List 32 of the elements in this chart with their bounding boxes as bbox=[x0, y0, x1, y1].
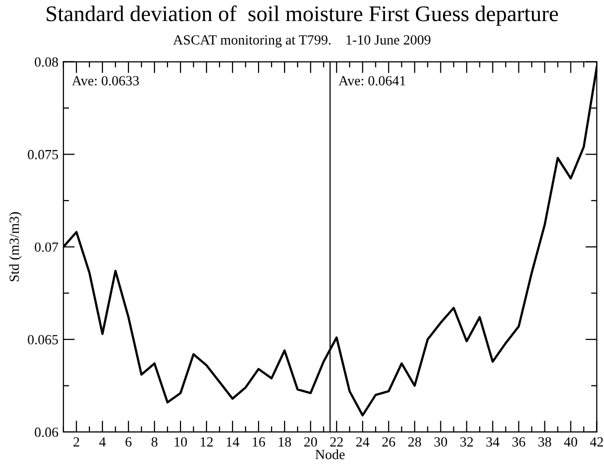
x-tick-label: 30 bbox=[434, 437, 448, 447]
x-tick-label: 6 bbox=[126, 437, 132, 447]
annotation: Ave: 0.0641 bbox=[338, 76, 406, 86]
x-axis-title: Node bbox=[315, 449, 345, 460]
y-tick-label: 0.075 bbox=[28, 150, 58, 160]
x-tick-label: 4 bbox=[99, 437, 106, 446]
x-tick-label: 2 bbox=[74, 437, 80, 446]
x-tick-label: 34 bbox=[486, 437, 500, 447]
x-tick-label: 12 bbox=[200, 437, 213, 446]
x-tick-label: 10 bbox=[174, 437, 187, 447]
chart-title: Standard deviation of soil moisture First Guess departure bbox=[46, 5, 558, 26]
x-tick-label: 8 bbox=[152, 437, 158, 447]
y-tick-label: 0.065 bbox=[28, 335, 58, 344]
y-tick-label: 0.07 bbox=[34, 242, 58, 252]
x-tick-label: 42 bbox=[590, 437, 603, 446]
y-tick-label: 0.08 bbox=[34, 57, 58, 67]
x-tick-label: 22 bbox=[330, 437, 343, 446]
x-tick-label: 32 bbox=[460, 437, 473, 447]
x-tick-label: 40 bbox=[564, 437, 578, 447]
annotation: Ave: 0.0633 bbox=[72, 76, 139, 86]
y-tick-label: 0.06 bbox=[34, 428, 58, 437]
x-tick-label: 20 bbox=[304, 437, 317, 447]
x-tick-label: 18 bbox=[278, 437, 291, 447]
chart-subtitle: ASCAT monitoring at T799. 1-10 June 2009 bbox=[173, 35, 430, 48]
y-axis-title: Std (m3/m3) bbox=[9, 212, 22, 282]
x-tick-label: 24 bbox=[356, 437, 370, 446]
x-tick-label: 14 bbox=[226, 437, 240, 446]
x-tick-label: 36 bbox=[512, 437, 526, 447]
x-tick-label: 26 bbox=[382, 437, 396, 447]
x-tick-label: 16 bbox=[252, 437, 266, 447]
x-tick-label: 38 bbox=[538, 437, 552, 447]
x-tick-label: 28 bbox=[408, 437, 422, 447]
